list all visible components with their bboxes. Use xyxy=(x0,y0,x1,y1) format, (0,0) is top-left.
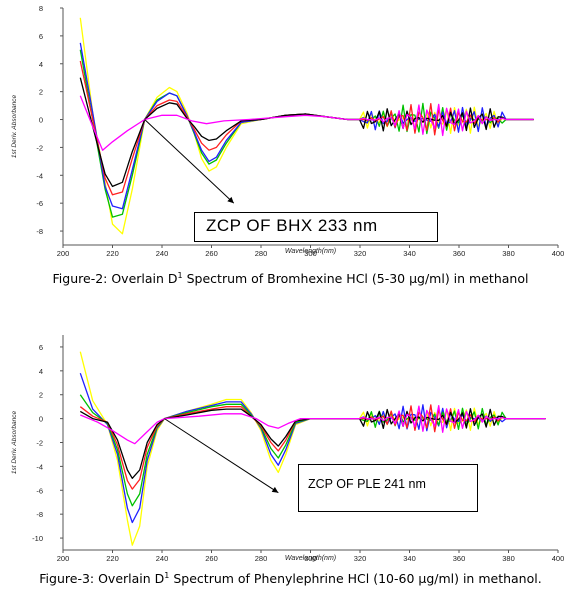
ple-y-tick-label: -8 xyxy=(36,510,43,519)
bhx-y-tick-label: -4 xyxy=(36,171,43,180)
bhx-series-line-1 xyxy=(79,17,534,235)
ple-figure-caption: Figure-3: Overlain D1 Spectrum of Phenyl… xyxy=(0,571,581,586)
bhx-y-tick-label: -2 xyxy=(36,143,43,152)
bhx-y-tick-label: -8 xyxy=(36,227,43,236)
ple-y-tick-label: -6 xyxy=(36,486,43,495)
bhx-series-line-2 xyxy=(79,49,534,218)
bhx-x-axis-label: Wavelength(nm) xyxy=(285,248,336,255)
bhx-y-tick-label: 6 xyxy=(39,32,43,41)
bhx-y-tick-label: 0 xyxy=(39,116,43,125)
ple-x-tick-label: 340 xyxy=(403,554,416,563)
ple-caption-suffix: Spectrum of Phenylephrine HCl (10-60 µg/… xyxy=(169,571,542,587)
ple-x-tick-label: 240 xyxy=(156,554,169,563)
bhx-caption-sup: 1 xyxy=(177,271,183,280)
bhx-x-tick-label: 200 xyxy=(57,249,70,258)
bhx-x-tick-label: 380 xyxy=(502,249,515,258)
bhx-x-tick-label: 300 xyxy=(304,249,317,258)
ple-y-tick-label: -10 xyxy=(32,534,43,543)
ple-x-tick-label: 280 xyxy=(255,554,268,563)
ple-x-tick-label: 220 xyxy=(106,554,119,563)
bhx-caption-suffix: Spectrum of Bromhexine HCl (5-30 µg/ml) … xyxy=(182,271,529,287)
bhx-x-tick-label: 340 xyxy=(403,249,416,258)
ple-series-line-1 xyxy=(79,351,546,546)
bhx-zcp-label-box xyxy=(194,212,438,242)
bhx-y-tick-label: -6 xyxy=(36,199,43,208)
ple-zcp-arrowhead xyxy=(271,486,279,493)
ple-zcp-label-box xyxy=(298,464,478,512)
bhx-y-tick-label: 2 xyxy=(39,88,43,97)
bhx-derivative-chart: 200 220 240 260 280 300 320 340 360 380 400 8 6 4 2 0 -2… xyxy=(11,4,565,258)
bhx-x-tick-label: 280 xyxy=(255,249,268,258)
ple-y-tick-label: 2 xyxy=(39,391,43,400)
ple-x-tick-label: 300 xyxy=(304,554,317,563)
bhx-y-axis-label: 1st Deriv. Absorbance xyxy=(11,95,18,159)
bhx-figure-caption: Figure-2: Overlain D1 Spectrum of Bromhe… xyxy=(0,271,581,286)
ple-y-tick-label: 6 xyxy=(39,343,43,352)
ple-derivative-chart: 200 220 240 260 280 300 320 340 360 380 400 6 4 2 0 -2 -… xyxy=(11,335,565,563)
bhx-zcp-arrow xyxy=(144,119,235,204)
ple-zcp-arrow xyxy=(164,418,279,494)
ple-caption-sup: 1 xyxy=(164,571,170,580)
bhx-x-tick-label: 220 xyxy=(106,249,119,258)
bhx-x-tick-label: 240 xyxy=(156,249,169,258)
bhx-series-line-5 xyxy=(79,77,534,188)
ple-x-tick-label: 200 xyxy=(57,554,70,563)
bhx-y-tick-label: 4 xyxy=(39,60,43,69)
bhx-x-tick-label: 260 xyxy=(205,249,218,258)
ple-zcp-label: ZCP OF PLE 241 nm xyxy=(308,477,426,491)
ple-series-line-6 xyxy=(80,405,546,445)
ple-caption-prefix: Figure-3: Overlain D xyxy=(39,571,165,587)
ple-y-tick-label: 0 xyxy=(39,415,43,424)
ple-y-tick-label: -4 xyxy=(36,462,43,471)
ple-x-tick-label: 260 xyxy=(205,554,218,563)
bhx-x-tick-label: 400 xyxy=(552,249,565,258)
bhx-series-line-6 xyxy=(79,95,534,151)
ple-x-tick-label: 400 xyxy=(552,554,565,563)
ple-x-tick-label: 360 xyxy=(453,554,466,563)
ple-y-axis-label: 1st Deriv. Absorbance xyxy=(11,411,18,475)
ple-x-tick-label: 380 xyxy=(502,554,515,563)
ple-x-axis-label: Wavelength(nm) xyxy=(285,555,336,562)
bhx-zcp-label: ZCP OF BHX 233 nm xyxy=(206,216,378,235)
bhx-x-tick-label: 320 xyxy=(354,249,367,258)
bhx-caption-prefix: Figure-2: Overlain D xyxy=(52,271,178,287)
ple-y-tick-label: -2 xyxy=(36,439,43,448)
bhx-y-tick-label: 8 xyxy=(39,4,43,13)
ple-x-tick-label: 320 xyxy=(354,554,367,563)
bhx-x-tick-label: 360 xyxy=(453,249,466,258)
bhx-zcp-arrowhead xyxy=(227,196,234,204)
ple-y-tick-label: 4 xyxy=(39,367,43,376)
